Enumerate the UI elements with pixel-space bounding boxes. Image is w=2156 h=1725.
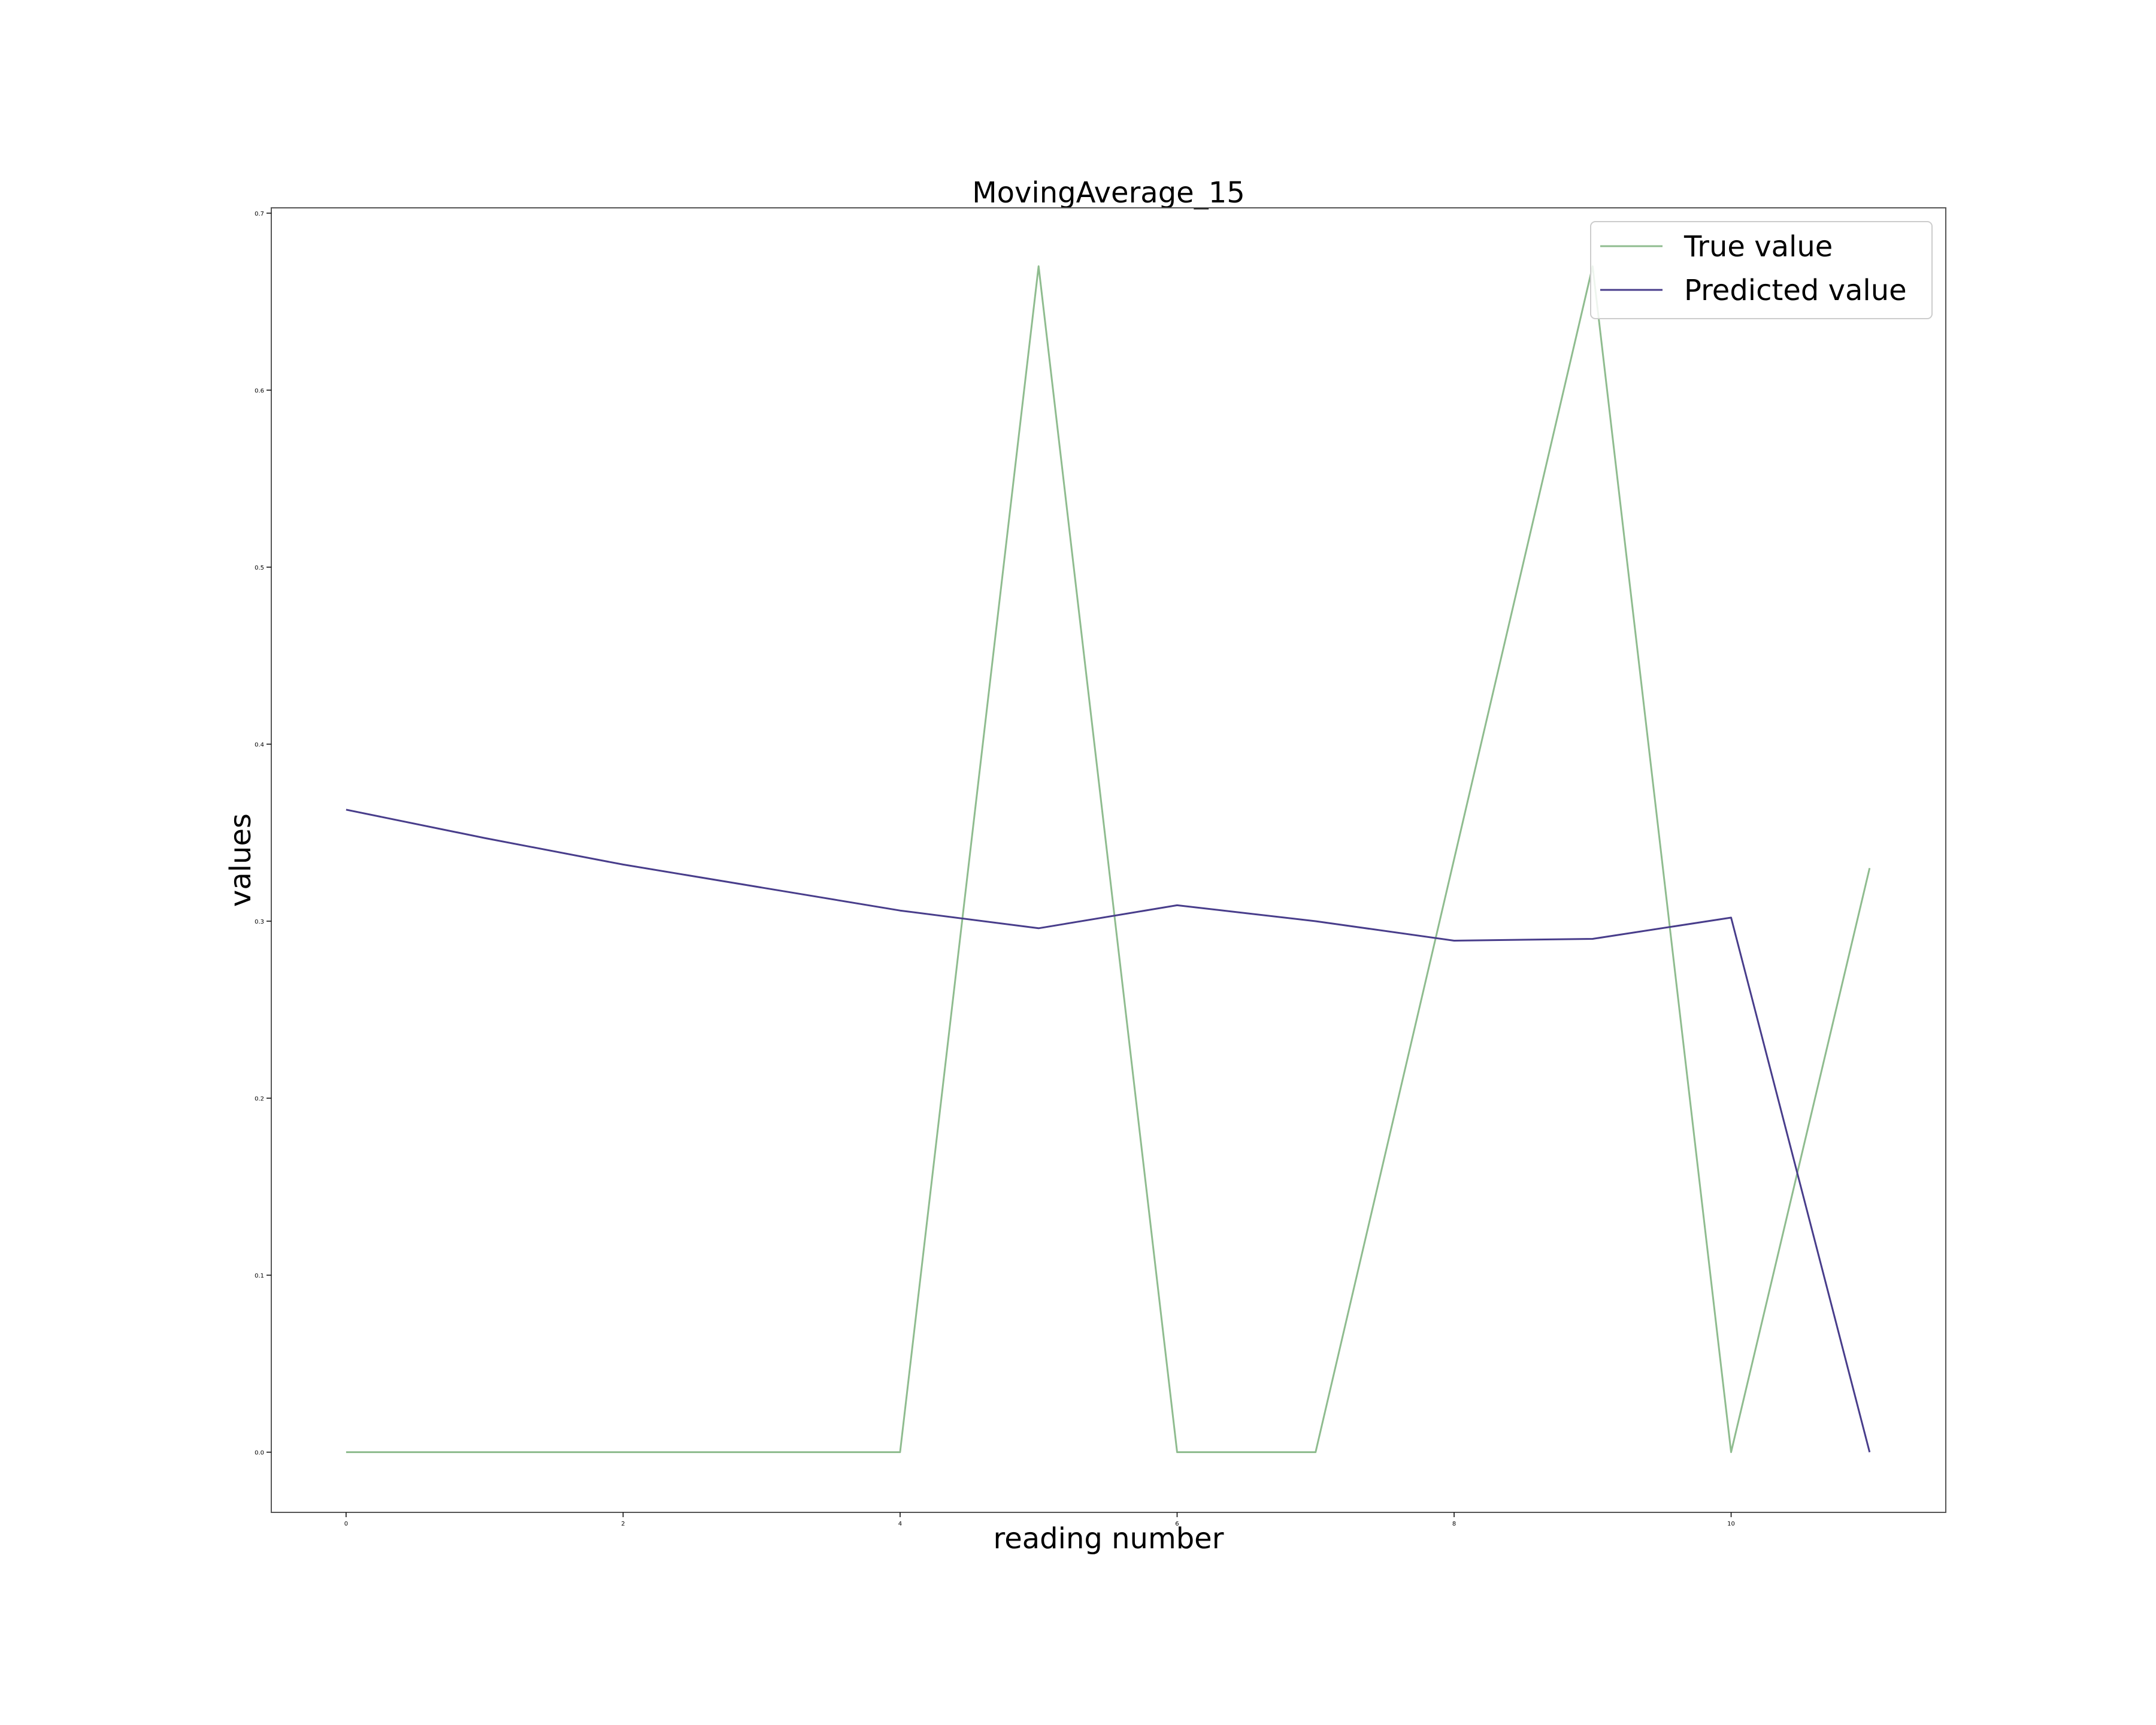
y-tick-label: 0.6 bbox=[255, 388, 264, 394]
x-tick-label: 2 bbox=[621, 1521, 625, 1527]
chart-title: MovingAverage_15 bbox=[972, 176, 1245, 210]
x-tick-label: 4 bbox=[898, 1521, 902, 1527]
series-line-true-value bbox=[346, 265, 1871, 1453]
legend: True value Predicted value bbox=[1590, 221, 1933, 319]
x-tick-label: 10 bbox=[1727, 1521, 1735, 1527]
plot-area-frame bbox=[271, 207, 1946, 1513]
x-axis-ticks: 0 2 4 6 8 10 bbox=[344, 1512, 1735, 1527]
y-tick-label: 0.3 bbox=[255, 919, 264, 925]
legend-label-predicted-value: Predicted value bbox=[1684, 274, 1907, 307]
y-tick-label: 0.7 bbox=[255, 211, 264, 217]
y-tick-label: 0.0 bbox=[255, 1450, 264, 1457]
x-axis-label: reading number bbox=[994, 1522, 1224, 1555]
y-tick-label: 0.1 bbox=[255, 1273, 264, 1279]
legend-box bbox=[1590, 221, 1933, 319]
legend-label-true-value: True value bbox=[1683, 230, 1833, 264]
x-tick-label: 0 bbox=[344, 1521, 348, 1527]
y-tick-label: 0.2 bbox=[255, 1095, 264, 1102]
y-axis-label: values bbox=[224, 813, 258, 907]
y-tick-label: 0.5 bbox=[255, 565, 264, 571]
series-line-predicted-value bbox=[346, 809, 1871, 1452]
y-tick-label: 0.4 bbox=[255, 742, 264, 748]
x-tick-label: 8 bbox=[1452, 1521, 1456, 1527]
y-axis-ticks: 0.0 0.1 0.2 0.3 0.4 0.5 0.6 0.7 bbox=[255, 211, 271, 1457]
x-tick-label: 6 bbox=[1175, 1521, 1179, 1527]
series-layer bbox=[346, 265, 1871, 1453]
